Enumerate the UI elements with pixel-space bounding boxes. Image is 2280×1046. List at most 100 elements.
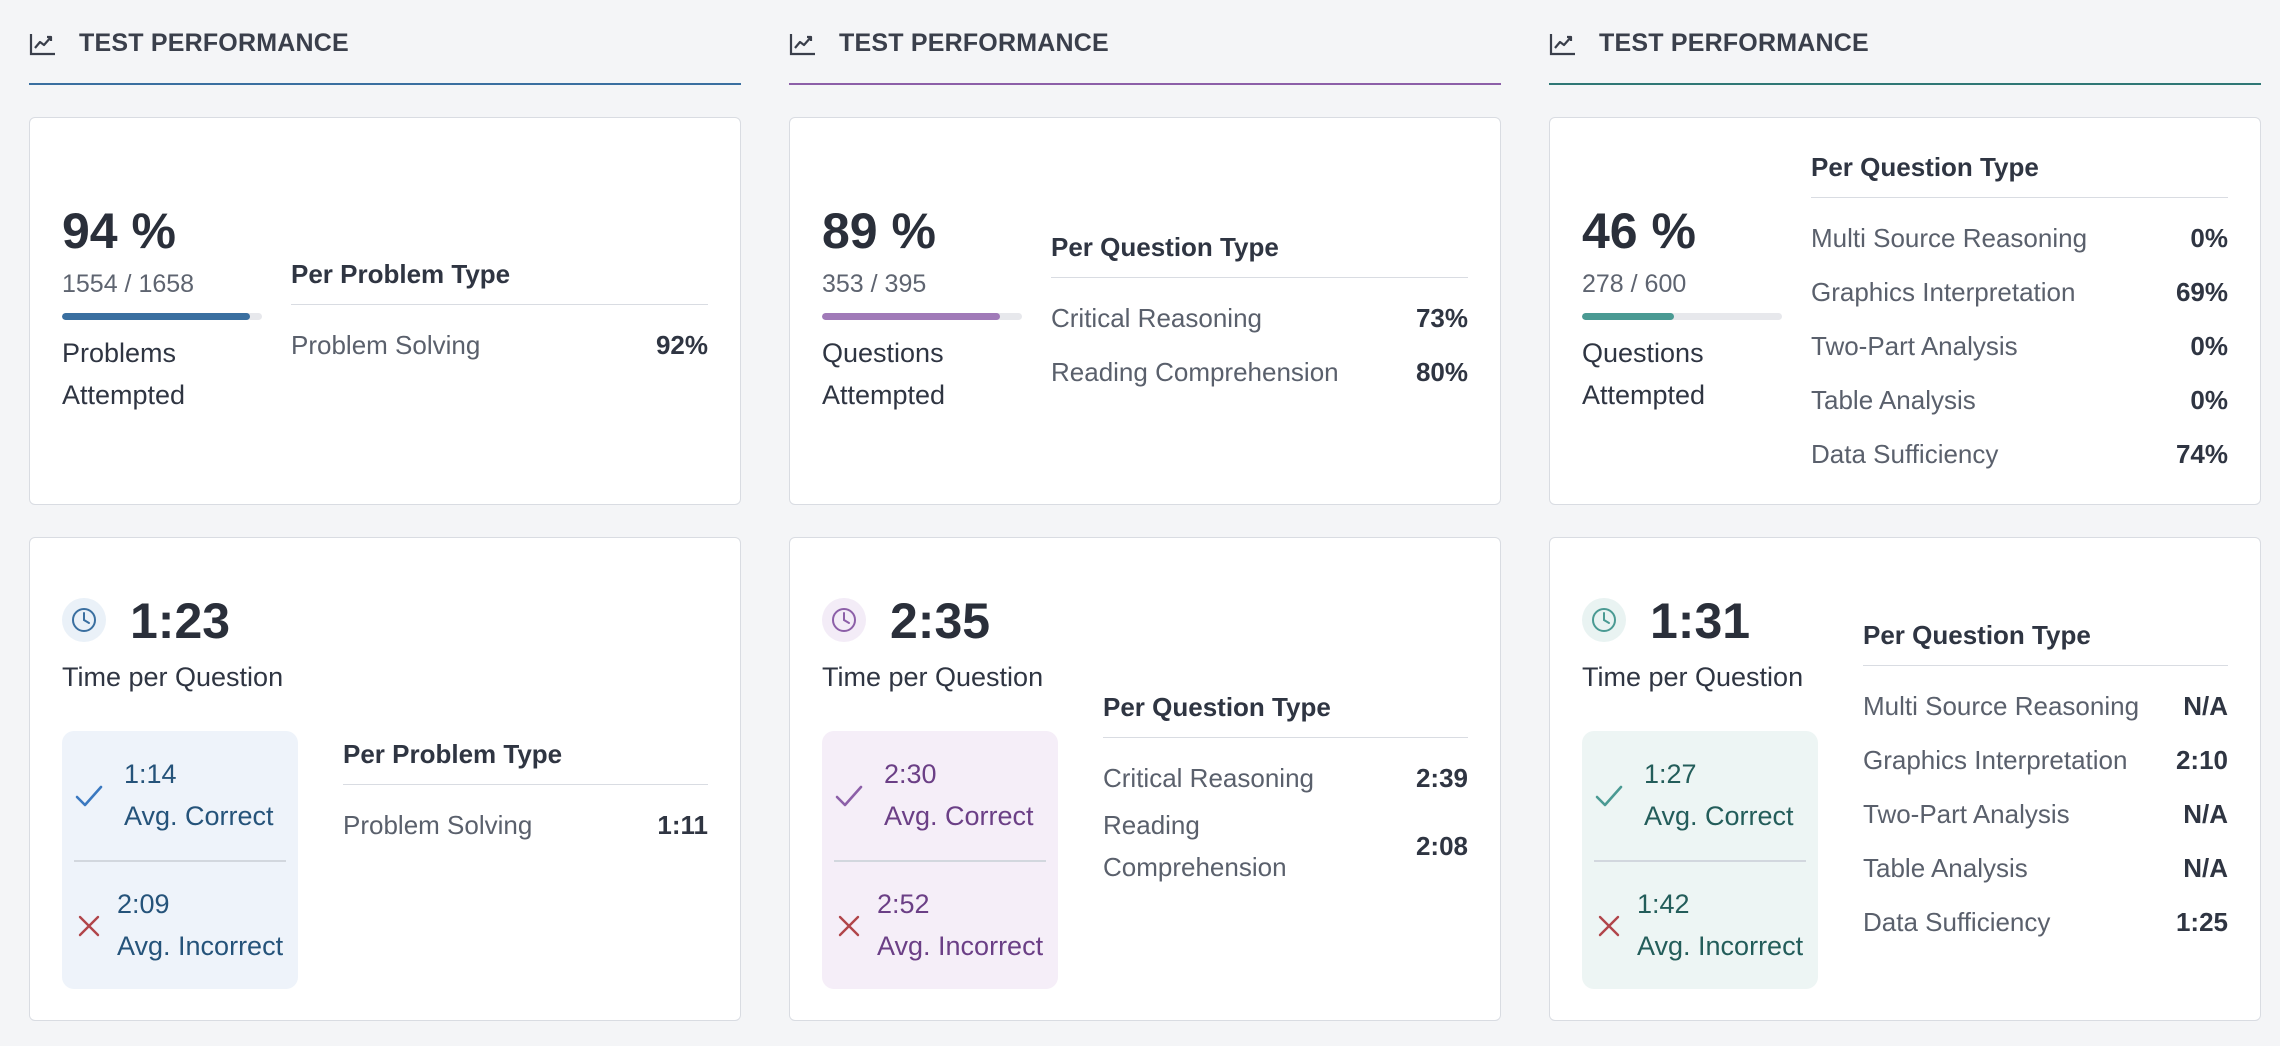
avg-correct-value: 2:30 [884,759,937,789]
row-value: 80% [1415,357,1468,387]
time-per-question-label: Time per Question [62,662,284,692]
per-type-time-table: Per Question Type Critical Reasoning 2:3… [1103,692,1468,888]
divider [74,860,286,862]
avg-incorrect-label: Avg. Incorrect [1637,931,1804,961]
avg-correct: 1:14 Avg. Correct [62,731,298,859]
performance-card: 46 % 278 / 600 Questions Attempted Per Q… [1549,117,2261,505]
time-per-question-label: Time per Question [822,662,1044,692]
time-card: 2:35 Time per Question 2:30 Avg. Correct… [789,537,1501,1021]
progress-fill [822,313,1000,320]
x-icon [834,911,864,941]
check-icon [1594,781,1624,811]
avg-correct-value: 1:27 [1644,759,1697,789]
avg-box: 1:27 Avg. Correct 1:42 Avg. Incorrect [1582,731,1818,989]
row-value: 2:08 [1415,831,1468,861]
row-label: Table Analysis [1863,853,2028,883]
check-icon [834,781,864,811]
row-label: Problem Solving [291,330,481,360]
row-value: 74% [2175,439,2228,469]
avg-incorrect: 1:42 Avg. Incorrect [1582,861,1818,989]
clock-icon [1582,598,1626,642]
row-label: Graphics Interpretation [1863,745,2128,775]
progress-fill [62,313,250,320]
section-title: TEST PERFORMANCE [1599,29,1869,57]
attempted-label: Questions Attempted [822,338,946,410]
table-row: Problem Solving 1:11 [343,809,708,841]
percent-value: 94 % [62,203,176,259]
progress-bar [822,313,1022,320]
row-value: 0% [2190,223,2228,253]
per-type-table: Per Question Type Multi Source Reasoning… [1811,152,2228,470]
row-label: Data Sufficiency [1863,907,2051,937]
progress-bar [1582,313,1782,320]
time-card: 1:31 Time per Question 1:27 Avg. Correct… [1549,537,2261,1021]
table-title: Per Question Type [1103,692,1468,738]
section-title: TEST PERFORMANCE [839,29,1109,57]
chart-line-icon [1549,32,1577,56]
avg-correct-value: 1:14 [124,759,177,789]
avg-box: 2:30 Avg. Correct 2:52 Avg. Incorrect [822,731,1058,989]
table-row: Table Analysis 0% [1811,384,2228,416]
row-label: Multi Source Reasoning [1811,223,2088,253]
avg-incorrect-text: 1:42 Avg. Incorrect [1637,883,1803,967]
row-label: Multi Source Reasoning [1863,691,2140,721]
time-value: 1:23 [130,593,231,649]
section-header: TEST PERFORMANCE [29,0,741,85]
percent-value: 46 % [1582,203,1696,259]
per-type-time-table: Per Problem Type Problem Solving 1:11 [343,739,708,841]
row-value: N/A [2183,691,2228,721]
table-row: Multi Source Reasoning N/A [1863,690,2228,722]
chart-line-icon [29,32,57,56]
table-row: Reading Comprehension 80% [1051,356,1468,388]
row-label: Table Analysis [1811,385,1976,415]
table-title: Per Question Type [1051,232,1468,278]
row-label: Critical Reasoning [1103,763,1314,793]
x-icon [74,911,104,941]
row-value: N/A [2183,799,2228,829]
time-value: 2:35 [890,593,991,649]
avg-correct: 1:27 Avg. Correct [1582,731,1818,859]
percent-value: 89 % [822,203,936,259]
time-value: 1:31 [1650,593,1751,649]
row-value: 1:25 [2175,907,2228,937]
row-value: 69% [2175,277,2228,307]
table-row: Graphics Interpretation 2:10 [1863,744,2228,776]
row-label: Critical Reasoning [1051,303,1262,333]
per-type-table: Per Problem Type Problem Solving 92% [291,259,708,361]
avg-incorrect-text: 2:52 Avg. Incorrect [877,883,1043,967]
section-header: TEST PERFORMANCE [1549,0,2261,85]
check-icon [74,781,104,811]
row-value: 0% [2190,331,2228,361]
avg-incorrect-label: Avg. Incorrect [117,931,284,961]
table-row: Critical Reasoning 2:39 [1103,762,1468,794]
column-problem-solving: TEST PERFORMANCE 94 % 1554 / 1658 Proble… [29,0,741,1046]
avg-correct-text: 1:14 Avg. Correct [124,753,274,837]
performance-card: 94 % 1554 / 1658 Problems Attempted Per … [29,117,741,505]
row-label: Graphics Interpretation [1811,277,2076,307]
table-row: Problem Solving 92% [291,329,708,361]
row-label: Two-Part Analysis [1811,331,2018,361]
table-title: Per Problem Type [291,259,708,305]
avg-incorrect-value: 1:42 [1637,889,1690,919]
row-value: 2:10 [2175,745,2228,775]
progress-bar [62,313,262,320]
avg-incorrect-label: Avg. Incorrect [877,931,1044,961]
ratio-value: 1554 / 1658 [62,270,195,298]
column-integrated-reasoning: TEST PERFORMANCE 46 % 278 / 600 Question… [1549,0,2261,1046]
avg-correct-text: 1:27 Avg. Correct [1644,753,1794,837]
avg-incorrect-text: 2:09 Avg. Incorrect [117,883,283,967]
table-row: Data Sufficiency 74% [1811,438,2228,470]
table-row: Data Sufficiency 1:25 [1863,906,2228,938]
avg-correct-label: Avg. Correct [1644,801,1794,831]
row-label: Two-Part Analysis [1863,799,2070,829]
table-title: Per Question Type [1811,152,2228,198]
avg-correct: 2:30 Avg. Correct [822,731,1058,859]
ratio-value: 353 / 395 [822,270,927,298]
chart-line-icon [789,32,817,56]
avg-incorrect-value: 2:09 [117,889,170,919]
row-label: Data Sufficiency [1811,439,1999,469]
row-value: N/A [2183,853,2228,883]
column-verbal: TEST PERFORMANCE 89 % 353 / 395 Question… [789,0,1501,1046]
avg-incorrect: 2:09 Avg. Incorrect [62,861,298,989]
row-label: Reading Comprehension [1051,357,1339,387]
